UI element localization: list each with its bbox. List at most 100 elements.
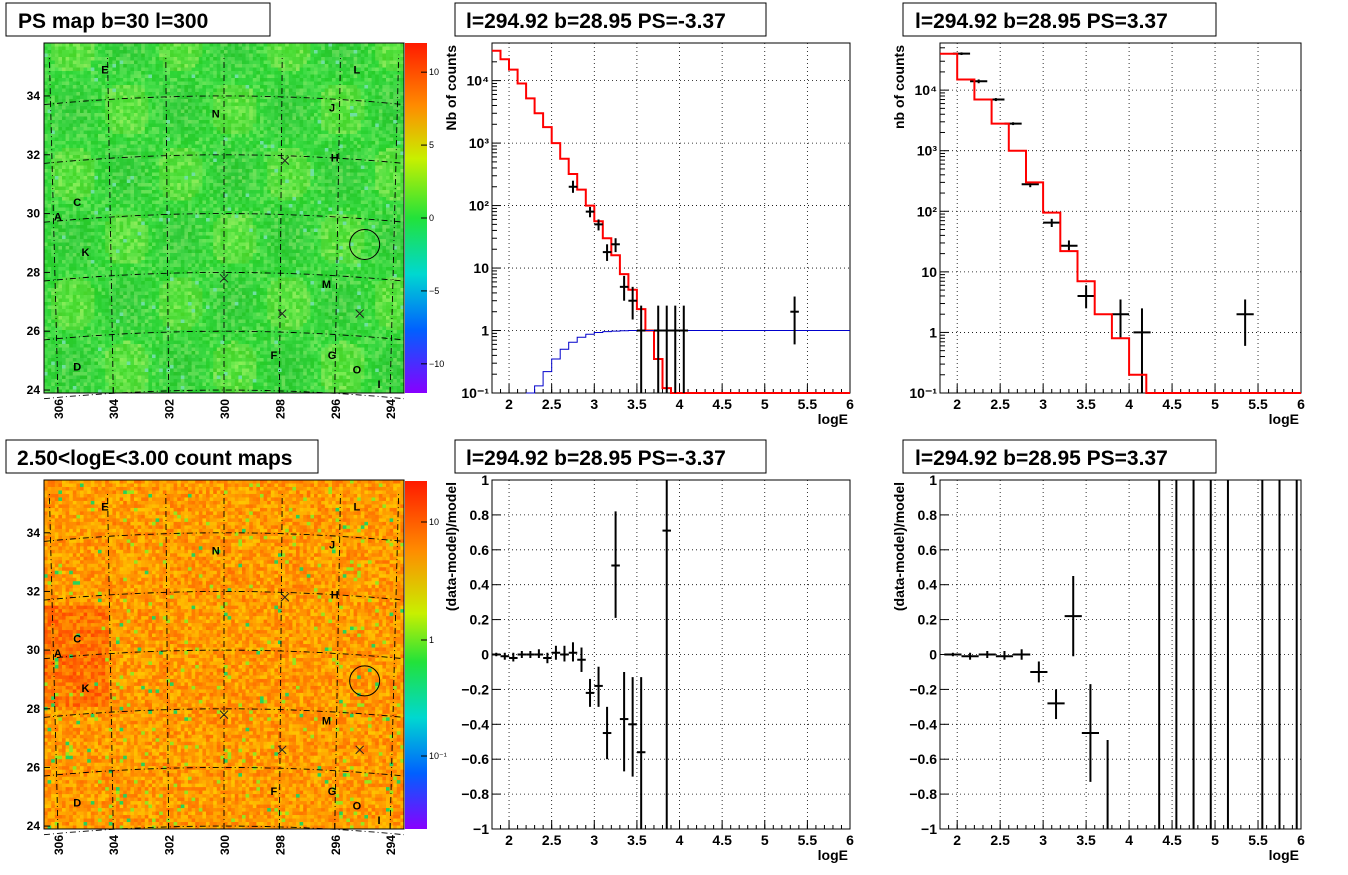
map-pixel: [94, 243, 98, 247]
map-pixel: [156, 64, 160, 68]
map-pixel: [148, 260, 152, 264]
map-pixel: [145, 243, 149, 247]
map-pixel: [156, 295, 160, 299]
map-pixel: [127, 124, 131, 128]
map-pixel: [69, 127, 73, 131]
map-pixel: [48, 211, 52, 215]
map-pixel: [55, 229, 59, 233]
map-pixel: [130, 302, 134, 306]
map-pixel: [116, 379, 120, 383]
map-pixel: [109, 215, 113, 219]
map-pixel: [145, 68, 149, 72]
map-pixel: [84, 61, 88, 65]
map-pixel: [152, 134, 156, 138]
map-pixel: [123, 369, 127, 373]
map-pixel: [73, 379, 77, 383]
map-pixel: [98, 355, 102, 359]
map-pixel: [116, 348, 120, 352]
map-pixel: [156, 351, 160, 355]
map-pixel: [120, 155, 124, 159]
map-pixel: [44, 281, 48, 285]
map-pixel: [159, 127, 163, 131]
map-pixel: [152, 68, 156, 72]
map-pixel: [130, 222, 134, 226]
map-pixel: [123, 183, 127, 187]
map-pixel: [76, 85, 80, 89]
map-pixel: [152, 239, 156, 243]
ps-map-title: PS map b=30 l=300: [18, 10, 208, 33]
map-pixel: [152, 127, 156, 131]
map-pixel: [84, 166, 88, 170]
map-pixel: [156, 194, 160, 198]
map-pixel: [91, 292, 95, 296]
map-pixel: [94, 50, 98, 54]
map-pixel: [84, 264, 88, 268]
map-pixel: [123, 313, 127, 317]
map-pixel: [112, 148, 116, 152]
map-pixel: [120, 103, 124, 107]
map-pixel: [80, 190, 84, 194]
map-pixel: [66, 302, 70, 306]
map-pixel: [55, 264, 59, 268]
map-pixel: [120, 292, 124, 296]
map-pixel: [91, 243, 95, 247]
map-pixel: [80, 327, 84, 331]
map-pixel: [44, 295, 48, 299]
map-pixel: [58, 176, 62, 180]
map-pixel: [69, 85, 73, 89]
map-pixel: [105, 187, 109, 191]
map-pixel: [69, 113, 73, 117]
map-pixel: [91, 257, 95, 261]
map-pixel: [159, 61, 163, 65]
map-pixel: [44, 68, 48, 72]
map-pixel: [94, 117, 98, 121]
map-pixel: [116, 176, 120, 180]
map-pixel: [62, 355, 66, 359]
map-pixel: [58, 180, 62, 184]
map-pixel: [145, 348, 149, 352]
map-pixel: [123, 134, 127, 138]
map-pixel: [127, 313, 131, 317]
map-pixel: [134, 145, 138, 149]
map-pixel: [91, 166, 95, 170]
map-pixel: [44, 110, 48, 114]
map-pixel: [66, 225, 70, 229]
map-pixel: [58, 236, 62, 240]
map-pixel: [62, 99, 66, 103]
map-pixel: [62, 243, 66, 247]
map-pixel: [73, 134, 77, 138]
map-pixel: [120, 68, 124, 72]
map-pixel: [76, 113, 80, 117]
map-pixel: [102, 278, 106, 282]
map-pixel: [159, 250, 163, 254]
map-pixel: [98, 369, 102, 373]
map-pixel: [80, 302, 84, 306]
map-pixel: [44, 246, 48, 250]
map-pixel: [156, 288, 160, 292]
map-pixel: [73, 61, 77, 65]
map-pixel: [159, 260, 163, 264]
map-pixel: [152, 362, 156, 366]
map-pixel: [73, 103, 77, 107]
map-pixel: [44, 386, 48, 390]
map-pixel: [48, 369, 52, 373]
map-pixel: [98, 229, 102, 233]
map-pixel: [80, 61, 84, 65]
map-pixel: [159, 50, 163, 54]
map-pixel: [73, 246, 77, 250]
map-pixel: [141, 89, 145, 93]
map-pixel: [105, 208, 109, 212]
map-pixel: [156, 85, 160, 89]
map-pixel: [138, 267, 142, 271]
map-pixel: [62, 330, 66, 334]
map-pixel: [84, 117, 88, 121]
map-pixel: [44, 260, 48, 264]
map-pixel: [87, 236, 91, 240]
map-pixel: [73, 313, 77, 317]
map-pixel: [130, 334, 134, 338]
map-pixel: [87, 306, 91, 310]
map-pixel: [148, 386, 152, 390]
map-pixel: [55, 383, 59, 387]
map-pixel: [145, 358, 149, 362]
map-pixel: [109, 54, 113, 58]
